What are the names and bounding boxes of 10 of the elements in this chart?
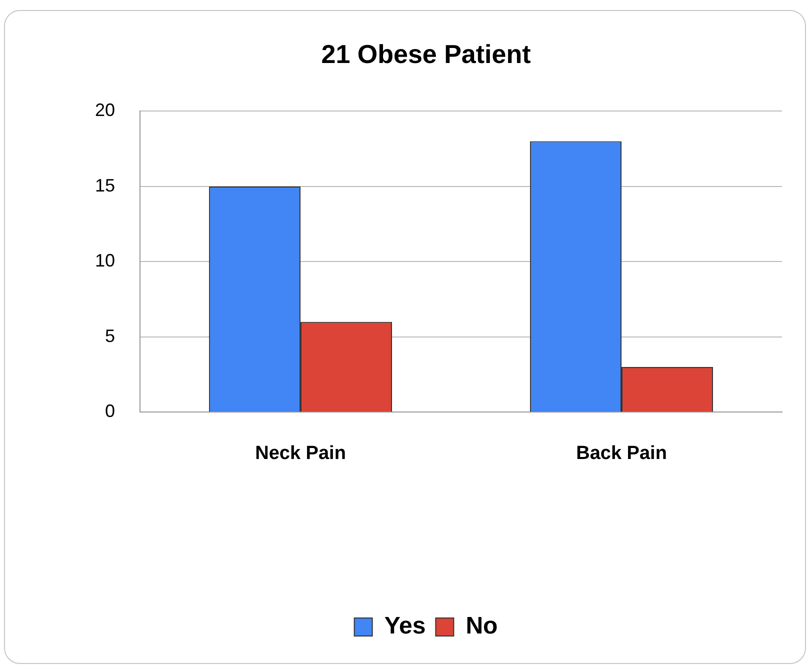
y-tick-label: 20	[94, 100, 116, 120]
x-tick-label: Neck Pain	[255, 442, 346, 464]
y-tick-label: 5	[105, 326, 116, 346]
y-tick-label: 15	[94, 175, 116, 196]
y-tick-label: 10	[94, 250, 116, 271]
chart-title: 21 Obese Patient	[321, 38, 532, 69]
y-tick-label: 0	[105, 401, 116, 422]
x-tick-label: Back Pain	[576, 442, 667, 464]
legend-label: No	[466, 612, 498, 640]
legend-label: Yes	[384, 612, 426, 640]
